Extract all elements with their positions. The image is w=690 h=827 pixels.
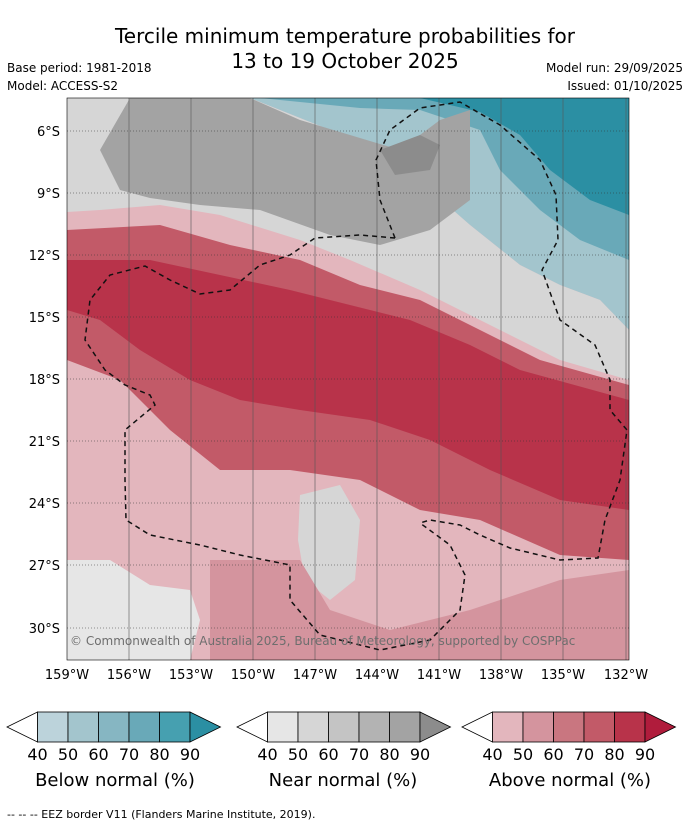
chart-title: Tercile minimum temperature probabilitie…	[0, 24, 690, 74]
colorbar-segment	[267, 711, 299, 743]
colorbar-near-normal: 40 50 60 70 80 90	[236, 711, 452, 764]
colorbar-title-above: Above normal (%)	[488, 770, 652, 791]
colorbar-extend-high	[189, 711, 222, 743]
colorbar-tick-label: 80	[604, 745, 624, 764]
colorbar-tick-label: 60	[88, 745, 108, 764]
colorbar-segment	[67, 711, 99, 743]
colorbar-segment	[522, 711, 554, 743]
latitude-labels: 6°S 9°S 12°S 15°S 18°S 21°S 24°S 27°S 30…	[29, 125, 60, 637]
colorbar-tick-label: 80	[149, 745, 169, 764]
colorbar-extend-high	[644, 711, 677, 743]
lat-label: 18°S	[29, 373, 60, 388]
colorbar-segment	[389, 711, 421, 743]
lon-label: 147°W	[293, 668, 337, 683]
colorbar-tick-label: 70	[119, 745, 139, 764]
lat-label: 15°S	[29, 311, 60, 326]
lon-label: 144°W	[355, 668, 399, 683]
lat-label: 12°S	[29, 249, 60, 264]
footnote-text: -- -- -- EEZ border V11 (Flanders Marine…	[7, 808, 316, 821]
colorbar-below-normal: 40 50 60 70 80 90	[6, 711, 222, 764]
colorbar-tick-label: 60	[543, 745, 563, 764]
colorbar-tick-label: 90	[180, 745, 200, 764]
lon-label: 150°W	[231, 668, 275, 683]
longitude-labels: 159°W 156°W 153°W 150°W 147°W 144°W 141°…	[45, 668, 648, 683]
lon-label: 138°W	[479, 668, 523, 683]
colorbar-extend-low	[461, 711, 493, 743]
eez-border-cook-islands	[84, 234, 466, 651]
colorbar-segment	[98, 711, 130, 743]
colorbar-tick-label: 70	[574, 745, 594, 764]
colorbar-extend-high	[419, 711, 452, 743]
above-normal-region-strong	[67, 260, 629, 510]
lat-label: 24°S	[29, 497, 60, 512]
colorbar-segment	[583, 711, 615, 743]
colorbar-tick-label: 40	[257, 745, 277, 764]
colorbar-tick-label: 50	[58, 745, 78, 764]
issued-text: Issued: 01/10/2025	[567, 79, 683, 93]
lat-label: 30°S	[29, 622, 60, 637]
lat-label: 6°S	[37, 125, 60, 140]
colorbar-segment	[553, 711, 585, 743]
near-normal-region-core	[380, 135, 440, 175]
colorbar-above-normal: 40 50 60 70 80 90	[461, 711, 677, 764]
lon-label: 135°W	[541, 668, 585, 683]
lat-label: 27°S	[29, 559, 60, 574]
model-run-text: Model run: 29/09/2025	[545, 61, 683, 75]
colorbar-segment	[128, 711, 160, 743]
colorbar-extend-low	[236, 711, 268, 743]
meta-left: Base period: 1981-2018 Model: ACCESS-S2	[7, 59, 152, 95]
lon-label: 159°W	[45, 668, 89, 683]
gridlines	[67, 130, 629, 629]
map-frame	[66, 97, 630, 661]
colorbar-title-below: Below normal (%)	[35, 770, 195, 791]
colorbar-segment	[159, 711, 191, 743]
colorbar-title-near: Near normal (%)	[268, 770, 418, 791]
colorbar-tick-label: 40	[27, 745, 47, 764]
eez-borders	[84, 101, 628, 651]
colorbar-segment	[37, 711, 69, 743]
near-normal-region-sw	[67, 560, 200, 660]
eez-border-french-polynesia	[375, 101, 628, 561]
colorbar-tick-label: 90	[410, 745, 430, 764]
colorbar-extend-low	[6, 711, 38, 743]
colorbar-tick-label: 50	[513, 745, 533, 764]
base-period-text: Base period: 1981-2018	[7, 61, 152, 75]
model-text: Model: ACCESS-S2	[7, 79, 119, 93]
lat-label: 21°S	[29, 435, 60, 450]
copyright-text: © Commonwealth of Australia 2025, Bureau…	[70, 634, 576, 648]
lon-label: 156°W	[107, 668, 151, 683]
colorbar-tick-label: 50	[288, 745, 308, 764]
colorbar-tick-label: 40	[482, 745, 502, 764]
colorbar-segment	[328, 711, 360, 743]
meta-right: Model run: 29/09/2025 Issued: 01/10/2025	[546, 59, 683, 95]
colorbar-tick-label: 60	[318, 745, 338, 764]
lon-label: 132°W	[604, 668, 648, 683]
colorbar-tick-label: 90	[635, 745, 655, 764]
title-line-2: 13 to 19 October 2025	[231, 49, 459, 73]
lat-label: 9°S	[37, 187, 60, 202]
title-line-1: Tercile minimum temperature probabilitie…	[114, 24, 576, 48]
near-normal-region-strong	[100, 98, 470, 245]
below-normal-region-core	[420, 98, 629, 215]
colorbar-tick-label: 70	[349, 745, 369, 764]
colorbar-tick-label: 80	[379, 745, 399, 764]
near-normal-region-south	[298, 485, 360, 600]
colorbar-segment	[614, 711, 646, 743]
colorbar-segment	[492, 711, 524, 743]
lon-label: 141°W	[417, 668, 461, 683]
lon-label: 153°W	[169, 668, 213, 683]
gridlines-lon	[128, 98, 627, 660]
colorbar-segment	[297, 711, 329, 743]
colorbar-segment	[358, 711, 390, 743]
